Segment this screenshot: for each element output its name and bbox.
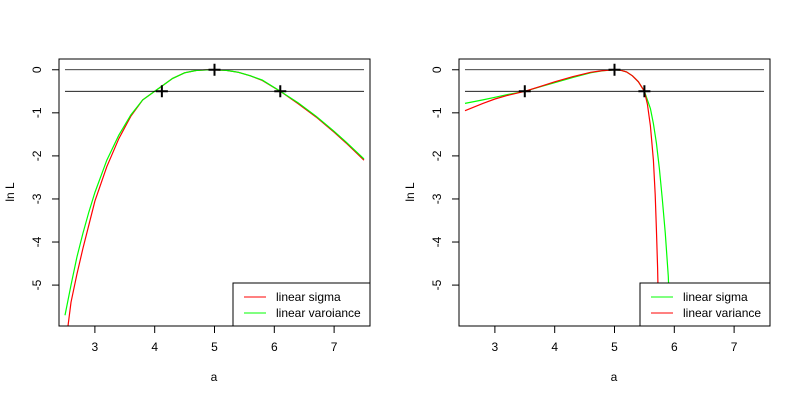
y-tick-label-1: -1 <box>30 107 44 118</box>
interval-markers <box>155 63 287 98</box>
series-line-1 <box>464 69 660 326</box>
y-axis-label: ln L <box>403 182 417 202</box>
x-axis: 3 4 5 6 7 <box>492 325 738 354</box>
plus-marker-1 <box>208 63 221 76</box>
left-chart-panel: 3 4 5 6 7 0 -1 -2 -3 -4 -5 a ln L linear sigma li… <box>3 58 371 384</box>
x-axis: 3 4 5 6 7 <box>92 325 338 354</box>
y-tick-label-0: 0 <box>30 66 44 73</box>
interval-markers <box>518 63 651 98</box>
legend-label-0: linear sigma <box>683 290 748 304</box>
y-tick-label-5: -5 <box>430 279 444 290</box>
legend-box <box>232 282 371 327</box>
y-axis: 0 -1 -2 -3 -4 -5 <box>30 66 60 290</box>
series-layer <box>64 69 365 326</box>
x-tick-label-2: 5 <box>611 340 618 354</box>
x-axis-label: a <box>211 370 218 384</box>
y-tick-label-4: -4 <box>430 236 444 247</box>
legend-label-1: linear varoiance <box>276 306 361 320</box>
y-tick-label-2: -2 <box>30 150 44 161</box>
y-tick-label-3: -3 <box>430 193 444 204</box>
series-layer <box>464 69 671 326</box>
legend: linear sigma linear variance <box>639 282 771 327</box>
x-tick-label-0: 3 <box>492 340 499 354</box>
y-tick-label-0: 0 <box>430 66 444 73</box>
x-tick-label-1: 4 <box>151 340 158 354</box>
legend-label-0: linear sigma <box>276 290 341 304</box>
x-axis-label: a <box>611 370 618 384</box>
y-axis-label: ln L <box>3 182 17 202</box>
x-tick-label-3: 6 <box>671 340 678 354</box>
series-line-0 <box>464 69 671 326</box>
plus-marker-2 <box>274 85 287 98</box>
legend: linear sigma linear varoiance <box>232 282 371 327</box>
y-tick-label-3: -3 <box>30 193 44 204</box>
x-tick-label-1: 4 <box>551 340 558 354</box>
plus-marker-0 <box>155 85 168 98</box>
y-axis: 0 -1 -2 -3 -4 -5 <box>430 66 460 290</box>
x-tick-label-4: 7 <box>731 340 738 354</box>
y-tick-label-5: -5 <box>30 279 44 290</box>
series-line-1 <box>64 69 365 316</box>
right-chart-panel: 3 4 5 6 7 0 -1 -2 -3 -4 -5 a ln L linear sigma li… <box>403 58 771 384</box>
plus-marker-2 <box>638 85 651 98</box>
legend-label-1: linear variance <box>683 306 761 320</box>
x-tick-label-0: 3 <box>92 340 99 354</box>
y-tick-label-2: -2 <box>430 150 444 161</box>
x-tick-label-3: 6 <box>271 340 278 354</box>
y-tick-label-1: -1 <box>430 107 444 118</box>
x-tick-label-2: 5 <box>211 340 218 354</box>
y-tick-label-4: -4 <box>30 236 44 247</box>
x-tick-label-4: 7 <box>331 340 338 354</box>
plus-marker-0 <box>518 85 531 98</box>
plus-marker-1 <box>608 63 621 76</box>
legend-box <box>639 282 771 327</box>
